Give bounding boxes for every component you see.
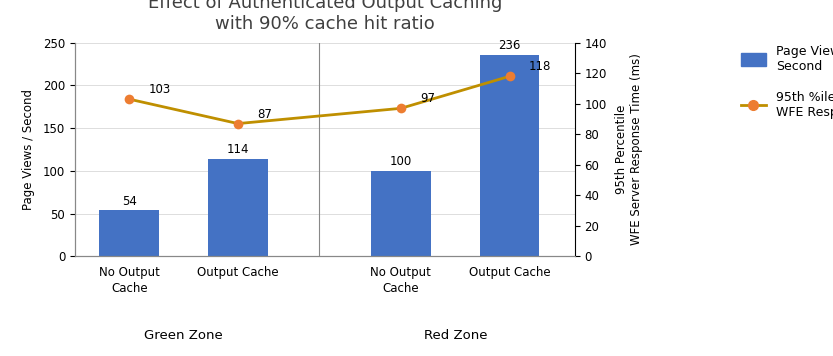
Text: Green Zone: Green Zone bbox=[144, 329, 223, 341]
Text: 87: 87 bbox=[257, 108, 272, 121]
Bar bbox=[480, 55, 540, 256]
Title: Effect of Authenticated Output Caching
with 90% cache hit ratio: Effect of Authenticated Output Caching w… bbox=[147, 0, 502, 33]
Text: 54: 54 bbox=[122, 195, 137, 208]
Y-axis label: Page Views / Second: Page Views / Second bbox=[22, 89, 35, 210]
Text: Red Zone: Red Zone bbox=[423, 329, 487, 341]
Bar bbox=[371, 171, 431, 256]
Y-axis label: 95th Percentile
WFE Server Response Time (ms): 95th Percentile WFE Server Response Time… bbox=[616, 54, 643, 245]
Text: 97: 97 bbox=[421, 92, 436, 105]
Bar bbox=[99, 210, 159, 256]
Text: 236: 236 bbox=[498, 39, 521, 52]
Text: 118: 118 bbox=[529, 60, 551, 73]
Bar bbox=[208, 159, 268, 256]
Text: 114: 114 bbox=[227, 143, 249, 156]
Text: 100: 100 bbox=[390, 155, 412, 168]
Text: 103: 103 bbox=[149, 83, 171, 96]
Legend: Page Views /
Second, 95th %ile
WFE Response Time: Page Views / Second, 95th %ile WFE Respo… bbox=[741, 45, 833, 120]
